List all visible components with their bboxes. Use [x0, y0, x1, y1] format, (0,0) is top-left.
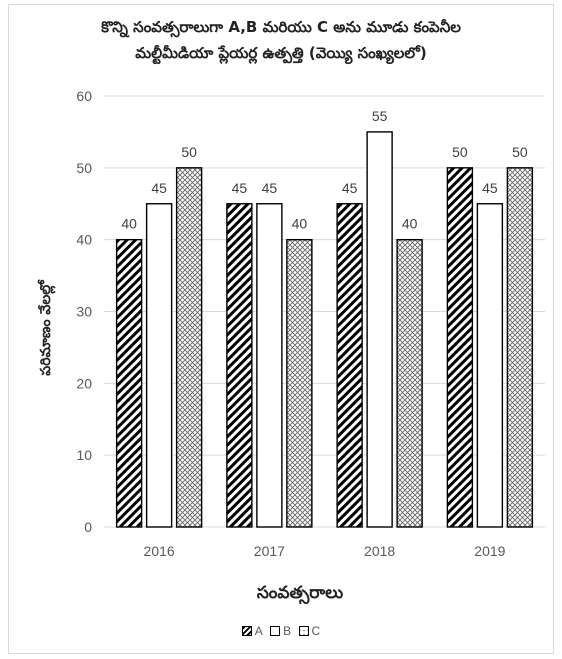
data-label: 45 — [342, 180, 358, 196]
y-axis-label: పరిమాణం వేలల్లో — [38, 279, 56, 376]
x-tick-label: 2017 — [254, 543, 285, 559]
bar-a-2018 — [336, 203, 363, 528]
legend-item-c: C — [298, 624, 321, 638]
x-tick-label: 2018 — [364, 543, 395, 559]
legend-label-a: A — [254, 624, 263, 638]
legend-label-b: B — [283, 624, 292, 638]
data-label: 45 — [151, 180, 167, 196]
bar-c-2018 — [396, 238, 423, 528]
legend-swatch-c — [298, 626, 309, 636]
y-tick-label: 50 — [76, 160, 92, 176]
data-label: 50 — [512, 144, 528, 160]
legend-swatch-a — [241, 626, 252, 636]
y-tick-label: 60 — [76, 88, 92, 104]
data-labels: 40 45 50 45 45 40 45 55 40 50 45 50 — [121, 108, 528, 232]
bar-c-2017 — [286, 238, 313, 528]
bar-b-2018 — [366, 131, 393, 528]
y-tick-label: 10 — [76, 447, 92, 463]
y-tick-label: 40 — [76, 232, 92, 248]
x-axis-label: సంవత్సరాలు — [257, 583, 343, 605]
legend-item-b: B — [270, 624, 291, 638]
bar-a-2017 — [226, 203, 253, 528]
x-tick-label: 2016 — [144, 543, 175, 559]
y-tick-label: 0 — [84, 519, 92, 535]
data-label: 40 — [292, 216, 308, 232]
bar-b-2017 — [256, 203, 283, 528]
legend-label-c: C — [311, 624, 321, 638]
data-label: 45 — [482, 180, 498, 196]
data-label: 55 — [372, 108, 388, 124]
data-label: 50 — [181, 144, 197, 160]
data-label: 40 — [121, 216, 137, 232]
chart-title: కొన్ని సంవత్సరాలుగా A,B మరియు C అను మూడు… — [0, 14, 562, 66]
bar-b-2016 — [145, 203, 173, 528]
bar-c-2016 — [175, 167, 203, 528]
data-label: 50 — [452, 144, 468, 160]
legend-item-a: A — [241, 624, 263, 638]
data-label: 40 — [402, 216, 418, 232]
y-tick-label: 30 — [76, 304, 92, 320]
bar-b-2019 — [476, 203, 504, 528]
bars — [115, 131, 534, 528]
data-label: 45 — [262, 180, 278, 196]
chart-title-line-1: కొన్ని సంవత్సరాలుగా A,B మరియు C అను మూడు… — [101, 18, 461, 36]
x-axis-ticks: 2016 2017 2018 2019 — [144, 543, 506, 559]
y-tick-label: 20 — [76, 375, 92, 391]
chart-title-line-2: మల్టీమీడియా ప్లేయర్ల ఉత్పత్తి (వెయ్యి సం… — [135, 44, 427, 62]
x-tick-label: 2019 — [474, 543, 505, 559]
data-label: 45 — [232, 180, 248, 196]
bar-a-2019 — [446, 167, 474, 528]
legend: A B C — [0, 624, 562, 639]
y-axis-ticks: 0 10 20 30 40 50 60 — [76, 88, 92, 535]
bar-c-2019 — [506, 167, 534, 528]
legend-swatch-b — [270, 626, 281, 636]
bar-a-2016 — [115, 238, 143, 528]
